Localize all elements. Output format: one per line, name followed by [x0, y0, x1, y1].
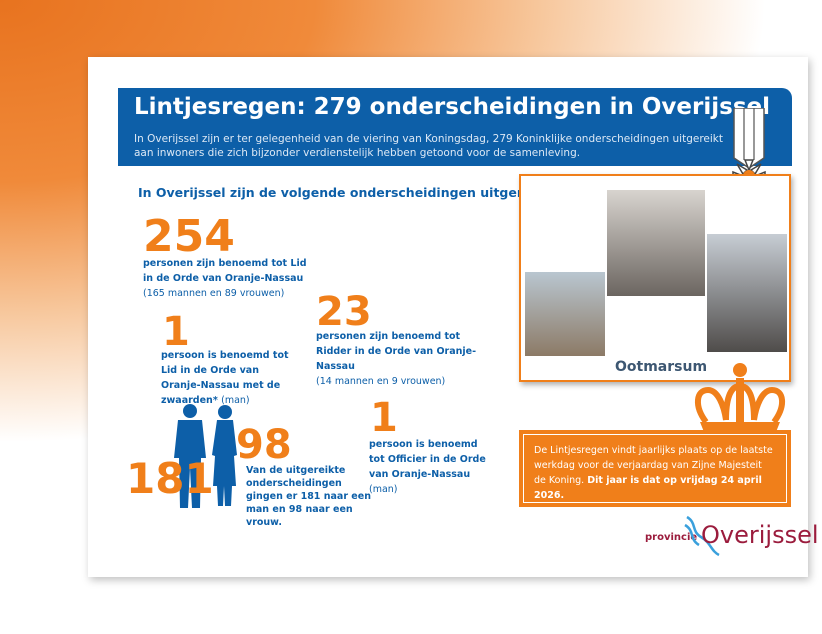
page-title: Lintjesregen: 279 onderscheidingen in Ov…: [134, 94, 770, 120]
stat-number-officier: 1: [370, 395, 398, 441]
gender-text: Van de uitgereikte onderscheidingen ging…: [246, 465, 371, 528]
photo-woman: [525, 272, 605, 356]
logo-wave-icon: [684, 515, 720, 557]
crown-icon: [695, 363, 785, 432]
section-subtitle: In Overijssel zijn de volgende ondersche…: [138, 185, 556, 200]
men-count: 181: [126, 454, 214, 503]
stat-text-lid: personen zijn benoemd tot Lid in de Orde…: [143, 258, 307, 299]
logo-prefix: provincie: [645, 532, 698, 543]
photo-collage: Ootmarsum: [519, 174, 791, 382]
header-banner: Lintjesregen: 279 onderscheidingen in Ov…: [118, 88, 792, 166]
stat-text-zwaarden: persoon is benoemd tot Lid in de Orde va…: [161, 350, 289, 406]
info-box: De Lintjesregen vindt jaarlijks plaats o…: [519, 430, 791, 507]
man-woman-silhouette-icon: [174, 404, 237, 508]
women-count: 98: [236, 422, 292, 468]
stat-number-ridder: 23: [316, 289, 372, 335]
provincie-overijssel-logo: provincie Overijssel: [645, 515, 819, 557]
intro-text: In Overijssel zijn er ter gelegenheid va…: [134, 133, 724, 159]
photo-caption: Ootmarsum: [615, 359, 708, 375]
stat-text-ridder: personen zijn benoemd tot Ridder in de O…: [316, 331, 477, 387]
logo-name: Overijssel: [701, 521, 819, 549]
photo-man-2: [707, 234, 787, 352]
stat-text-officier: persoon is benoemd tot Officier in de Or…: [369, 439, 486, 495]
stat-number-lid: 254: [143, 211, 235, 262]
stat-number-zwaarden: 1: [162, 309, 190, 355]
photo-man-1: [607, 190, 705, 296]
